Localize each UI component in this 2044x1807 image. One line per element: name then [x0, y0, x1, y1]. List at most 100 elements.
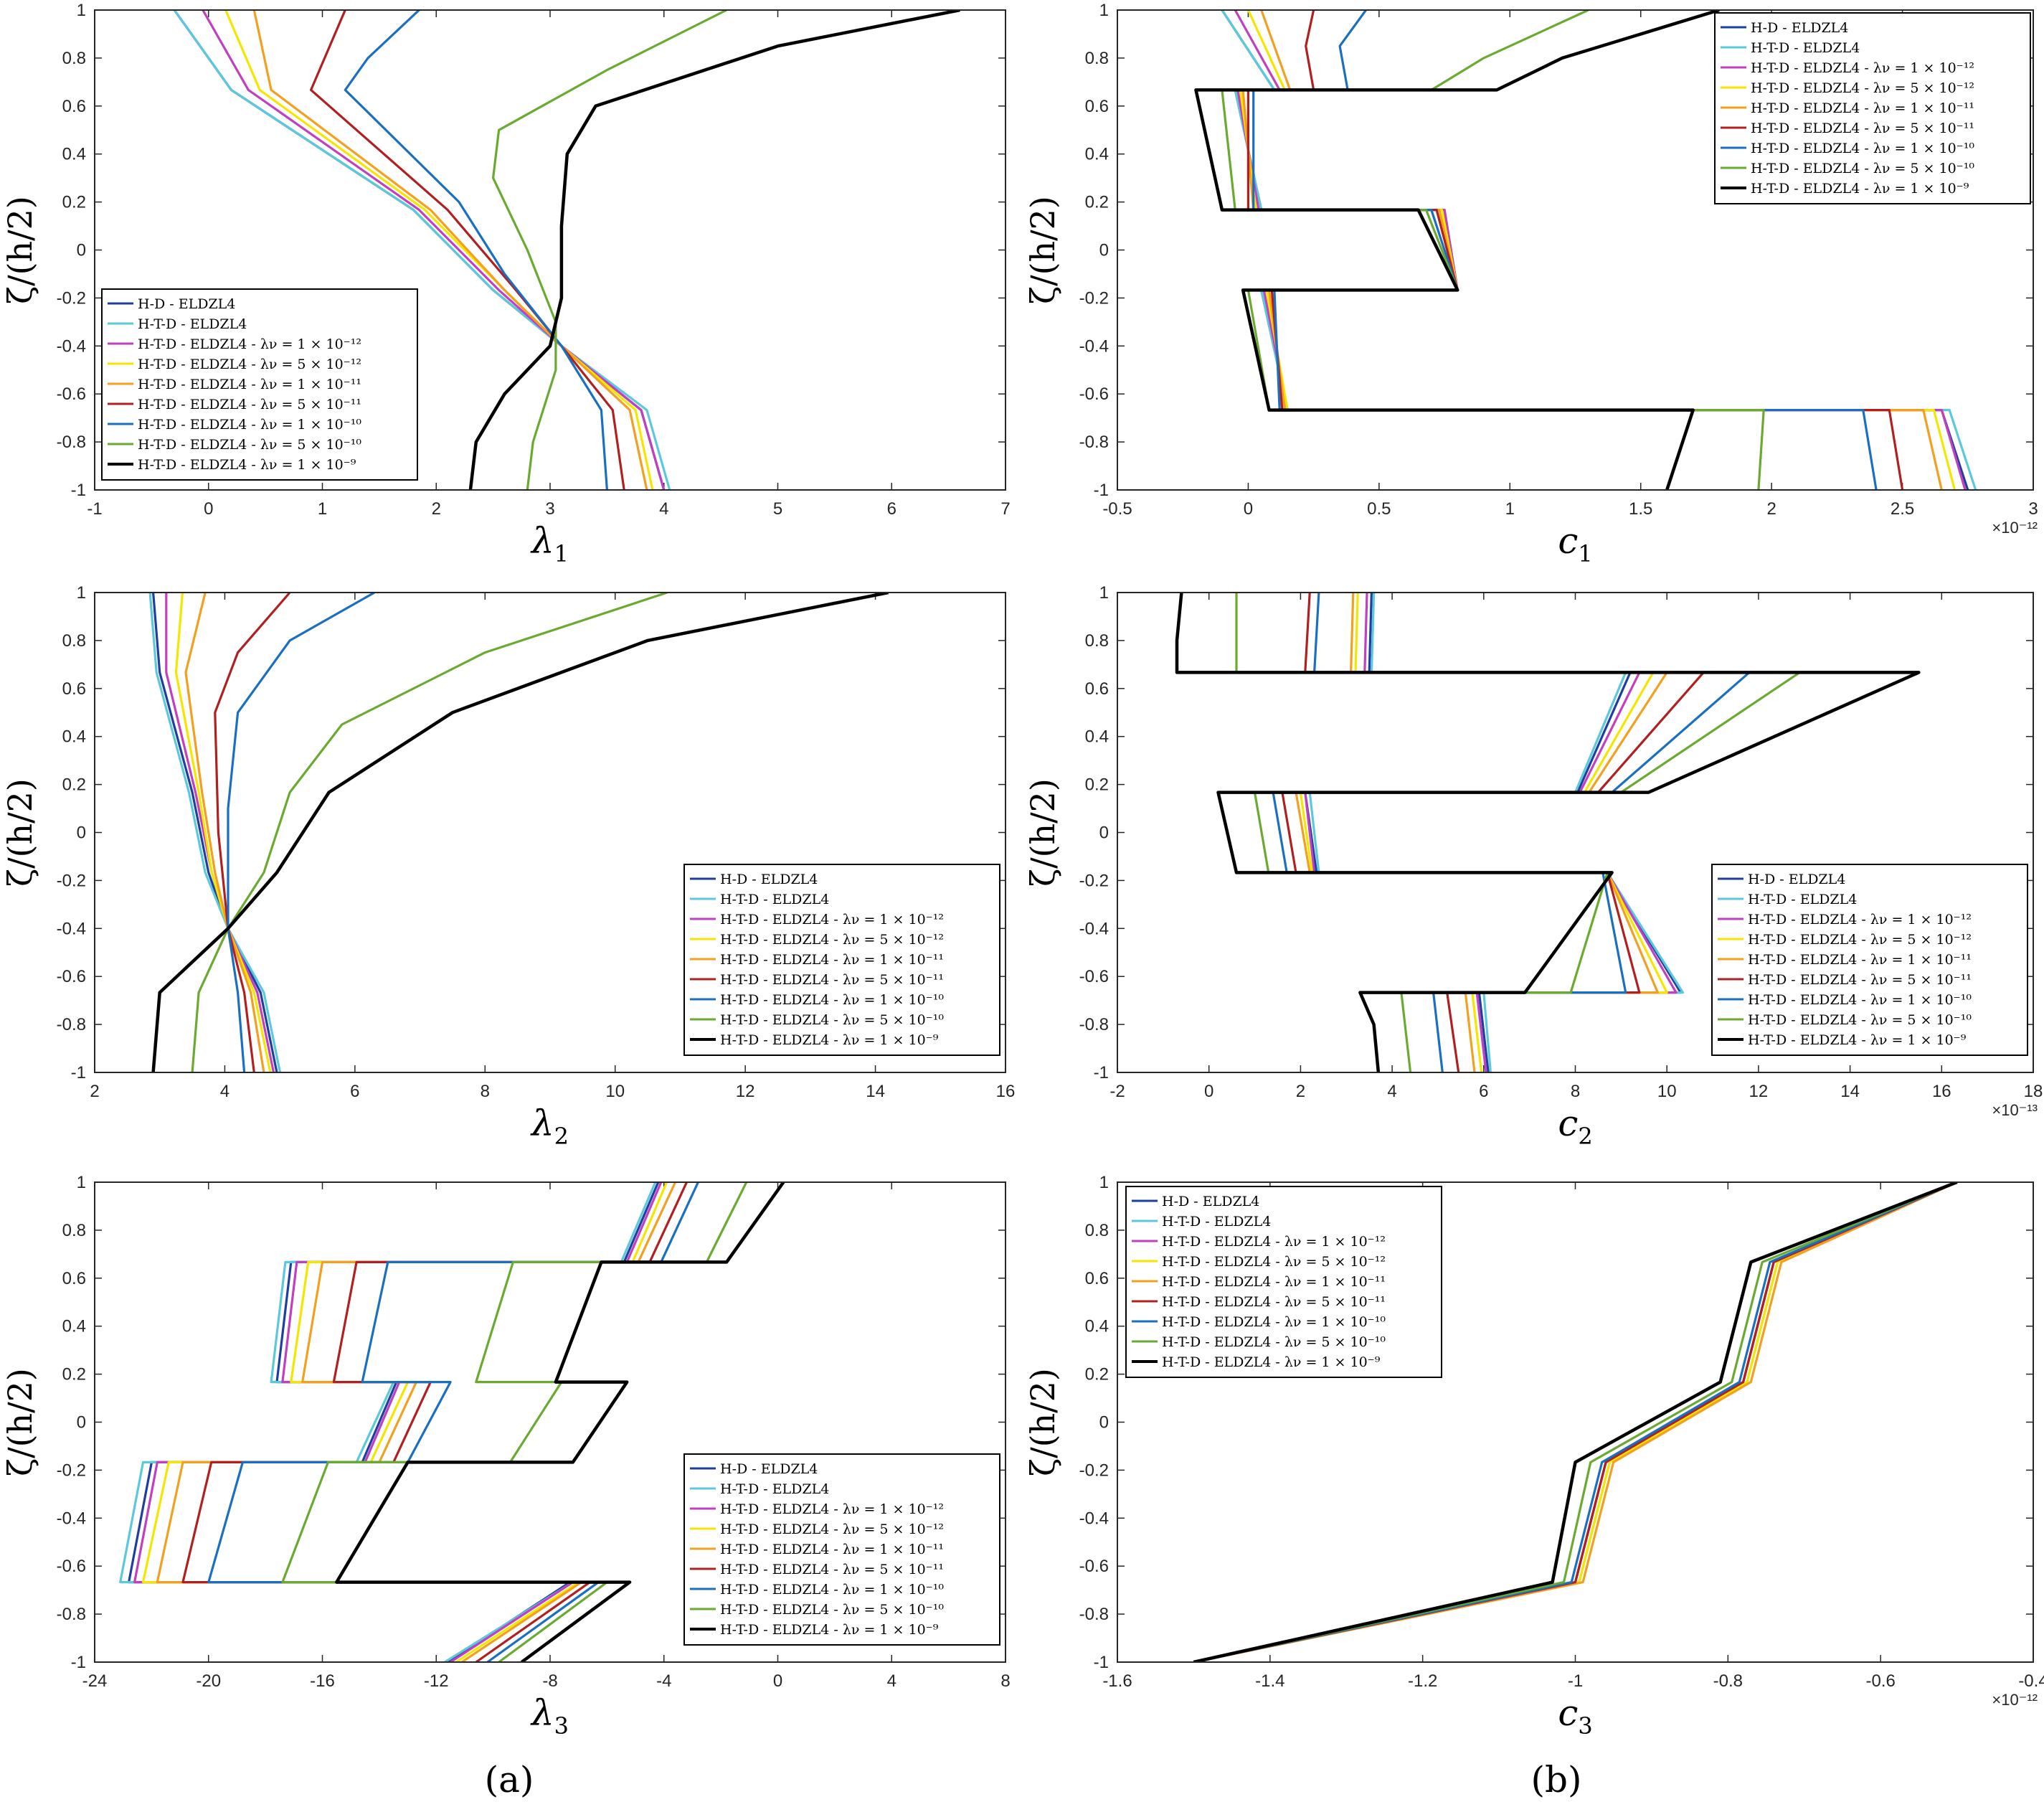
x-tick-label: -8	[542, 1671, 557, 1691]
y-tick-label: 0.2	[1085, 775, 1109, 795]
y-axis-label: ζ/(h/2)	[1023, 1368, 1062, 1476]
legend: H-D - ELDZL4 H-T-D - ELDZL4 H-T-D - ELDZL4…	[101, 288, 418, 481]
legend-entry: H-T-D - ELDZL4 - λν = 1 × 10⁻⁹	[720, 1032, 939, 1048]
legend-entry: H-T-D - ELDZL4 - λν = 5 × 10⁻¹⁰	[1751, 161, 1974, 176]
legend-entry: H-T-D - ELDZL4 - λν = 1 × 10⁻¹²	[1751, 60, 1974, 76]
legend-entry: H-T-D - ELDZL4 - λν = 1 × 10⁻¹²	[138, 336, 361, 352]
y-tick-label: -1	[1094, 481, 1109, 500]
x-tick-label: -1.4	[1255, 1671, 1284, 1691]
series-line-6	[214, 593, 291, 1072]
x-axis-label: c1	[1558, 520, 1592, 567]
legend-entry: H-T-D - ELDZL4 - λν = 5 × 10⁻¹⁰	[138, 437, 361, 453]
legend-entry: H-T-D - ELDZL4 - λν = 1 × 10⁻¹²	[1162, 1234, 1386, 1250]
y-tick-label: 0.6	[62, 679, 86, 699]
y-tick-label: -1	[71, 481, 86, 500]
y-tick-label: 0	[77, 824, 86, 843]
x-tick-label: 2	[1296, 1082, 1305, 1101]
plot-frame	[94, 1181, 1006, 1663]
series-line-9	[1194, 10, 1720, 490]
legend-entry: H-T-D - ELDZL4 - λν = 5 × 10⁻¹²	[1748, 932, 1972, 948]
series-line-8	[1193, 1182, 1958, 1662]
legend-entry: H-T-D - ELDZL4	[720, 1481, 829, 1497]
legend-entry: H-D - ELDZL4	[1748, 872, 1845, 887]
x-tick-label: 8	[1000, 1671, 1010, 1691]
y-axis-label: ζ/(h/2)	[1, 1368, 39, 1476]
legend-entry: H-T-D - ELDZL4 - λν = 5 × 10⁻¹²	[1751, 80, 1974, 96]
x-tick-label: -0.5	[1102, 499, 1132, 519]
x-tick-label: 16	[996, 1082, 1016, 1101]
series-line-8	[491, 10, 727, 490]
legend-entry: H-T-D - ELDZL4 - λν = 1 × 10⁻⁹	[1162, 1354, 1381, 1370]
chart-grid: -1 0 1 2 3 4 5 6 7-1-0.8-0.6-0.4-0.200.20.40.60.…	[1, 1, 2044, 1740]
legend-box	[1714, 12, 2031, 204]
legend-entry: H-D - ELDZL4	[138, 296, 235, 312]
legend-box	[1125, 1186, 1442, 1378]
x-tick-label: 3	[545, 499, 554, 519]
y-tick-label: -0.8	[1079, 1015, 1109, 1034]
x-tick-label: 2	[90, 1082, 99, 1101]
x-tick-label: 6	[1479, 1082, 1488, 1101]
y-tick-label: -0.2	[1079, 871, 1109, 890]
y-tick-label: 0.4	[62, 1317, 86, 1336]
x-axis-label: c2	[1558, 1103, 1592, 1150]
chart-lambda3: -24 -20 -16 -12 -8 -4 0 4 8 -1 -0.8 -0.6 -0.4 -0.2 0 0.…	[1, 1173, 1011, 1740]
legend-entry: H-T-D - ELDZL4 - λν = 5 × 10⁻¹²	[1162, 1254, 1386, 1270]
legend: H-D - ELDZL4 H-T-D - ELDZL4 H-T-D - ELDZL4…	[683, 864, 1000, 1056]
x-tick-label: -1.2	[1408, 1671, 1437, 1691]
y-tick-label: -1	[71, 1653, 86, 1672]
y-tick-label: 0	[77, 241, 86, 260]
series-group	[1175, 593, 1921, 1072]
legend-entry: H-T-D - ELDZL4 - λν = 1 × 10⁻¹⁰	[138, 417, 361, 433]
legend-entry: H-D - ELDZL4	[1751, 20, 1848, 36]
legend-entry: H-T-D - ELDZL4 - λν = 1 × 10⁻¹²	[720, 1501, 944, 1517]
legend-entry: H-T-D - ELDZL4 - λν = 5 × 10⁻¹¹	[138, 397, 361, 412]
series-line-9	[1193, 1182, 1958, 1662]
x-tick-label: 4	[1387, 1082, 1396, 1101]
y-tick-label: 0.8	[62, 1221, 86, 1240]
y-tick-label: -0.2	[1079, 1461, 1109, 1480]
x-tick-label: 5	[773, 499, 782, 519]
legend-entry: H-T-D - ELDZL4	[138, 316, 247, 332]
series-group	[1194, 10, 1977, 490]
x-tick-label: 0	[1204, 1082, 1213, 1101]
x-tick-label: 12	[736, 1082, 755, 1101]
y-tick-label: 1	[77, 1, 86, 20]
y-tick-label: 0.2	[62, 775, 86, 795]
x-tick-label: 12	[1749, 1082, 1769, 1101]
x-axis-label: λ1	[530, 520, 569, 567]
y-tick-label: -1	[1094, 1653, 1109, 1672]
legend-entry: H-T-D - ELDZL4 - λν = 1 × 10⁻¹¹	[1162, 1274, 1386, 1290]
x-tick-label: 0.5	[1367, 499, 1391, 519]
legend-entry: H-T-D - ELDZL4 - λν = 1 × 10⁻¹⁰	[1748, 992, 1972, 1008]
chart-lambda2: 2 4 6 8 10 12 14 16 -1 -0.8 -0.6 -0.4 -0.2 0 0.2 0.4 0.6…	[1, 583, 1015, 1150]
chart-lambda1: -1 0 1 2 3 4 5 6 7 -1 -0.8 -0.6 -0.4 -0.2 0 0.2 0.4 0.6 0.…	[1, 1, 1011, 567]
legend-entry: H-T-D - ELDZL4 - λν = 5 × 10⁻¹²	[138, 357, 361, 372]
legend-entry: H-T-D - ELDZL4	[1162, 1214, 1271, 1230]
plot-frame	[94, 592, 1006, 1073]
x-tick-label: 6	[350, 1082, 359, 1101]
legend-entry: H-T-D - ELDZL4 - λν = 5 × 10⁻¹⁰	[720, 1602, 944, 1618]
chart-c2: -2 0 2 4 6 8 10 12 14 16 18 -1 -0.8 -0.6 -0.4 -0.2 0 0.2 0…	[1023, 583, 2043, 1150]
y-tick-label: 0	[1099, 824, 1109, 843]
x-tick-label: 2	[1766, 499, 1776, 519]
y-tick-label: -0.2	[57, 871, 86, 890]
x-tick-label: 2	[432, 499, 441, 519]
legend-entry: H-T-D - ELDZL4 - λν = 5 × 10⁻¹⁰	[1162, 1334, 1386, 1350]
x-tick-label: 8	[1571, 1082, 1580, 1101]
x-tick-label: 4	[659, 499, 668, 519]
y-axis-label: ζ/(h/2)	[1, 778, 39, 887]
series-group	[148, 593, 889, 1072]
y-tick-label: 0	[1099, 241, 1109, 260]
y-tick-label: -0.6	[1079, 1557, 1109, 1576]
series-line-7	[344, 10, 608, 490]
series-line-9	[468, 10, 960, 490]
x-tick-label: -16	[310, 1671, 335, 1691]
y-tick-label: -0.4	[57, 1509, 86, 1528]
y-tick-label: -0.4	[1079, 1509, 1109, 1528]
x-tick-label: 14	[866, 1082, 885, 1101]
x-tick-label: 0	[1244, 499, 1253, 519]
y-tick-label: 0.2	[1085, 193, 1109, 212]
y-tick-label: -0.8	[1079, 433, 1109, 452]
y-tick-label: -0.6	[1079, 384, 1109, 404]
y-tick-label: -0.4	[1079, 336, 1109, 356]
